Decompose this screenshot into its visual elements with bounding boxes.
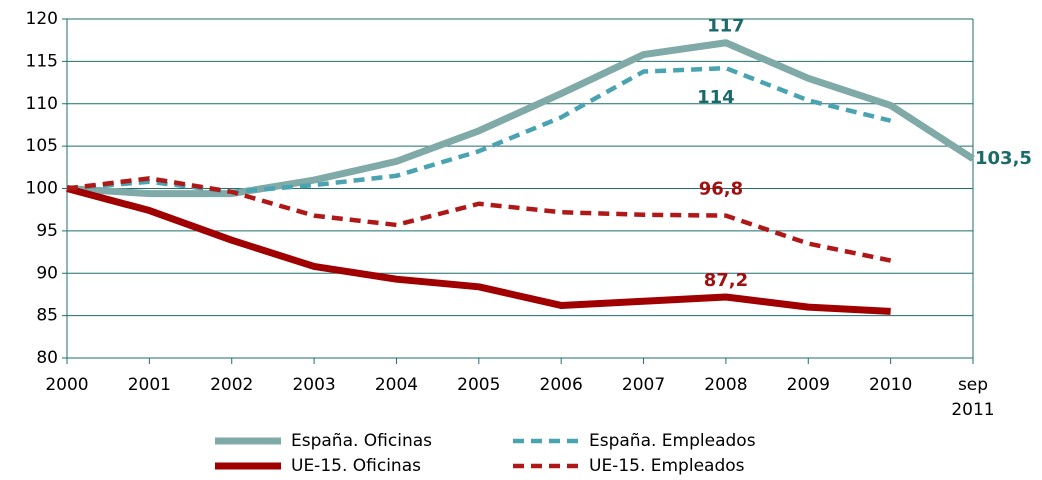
y-tick-label: 90 bbox=[36, 263, 58, 283]
y-tick-label: 80 bbox=[36, 348, 58, 368]
y-tick-label: 110 bbox=[26, 94, 58, 114]
series-line bbox=[66, 39, 975, 198]
series-line bbox=[66, 65, 892, 195]
y-tick-label: 100 bbox=[26, 179, 58, 199]
x-tick-label: 2008 bbox=[704, 375, 747, 395]
x-tick-label: 2004 bbox=[375, 375, 418, 395]
x-tick-label: 2006 bbox=[540, 375, 583, 395]
y-tick-label: 115 bbox=[26, 51, 58, 71]
value-label: 103,5 bbox=[975, 148, 1032, 169]
x-tick-label: 2005 bbox=[457, 375, 500, 395]
value-label: 114 bbox=[697, 87, 735, 108]
y-tick-label: 85 bbox=[36, 306, 58, 326]
x-tick-label: 2009 bbox=[787, 375, 830, 395]
legend-label: UE-15. Empleados bbox=[589, 456, 745, 476]
y-tick-label: 95 bbox=[36, 221, 58, 241]
value-label: 117 bbox=[707, 16, 745, 37]
series-line bbox=[66, 185, 891, 315]
x-tick-label: 2010 bbox=[869, 375, 912, 395]
y-tick-label: 120 bbox=[26, 9, 58, 29]
y-tick-label: 105 bbox=[26, 136, 58, 156]
legend-label: UE-15. Oficinas bbox=[291, 456, 421, 476]
x-tick-label: 2001 bbox=[128, 375, 171, 395]
legend-label: España. Empleados bbox=[589, 431, 756, 451]
x-tick-label: 2000 bbox=[45, 375, 88, 395]
x-tick-label: sep 2011 bbox=[951, 375, 994, 420]
x-tick-label: 2007 bbox=[622, 375, 665, 395]
value-label: 87,2 bbox=[704, 270, 748, 291]
x-tick-label: 2002 bbox=[210, 375, 253, 395]
x-tick-label: 2003 bbox=[292, 375, 335, 395]
value-label: 96,8 bbox=[699, 179, 743, 200]
series-line bbox=[66, 176, 892, 263]
legend-label: España. Oficinas bbox=[291, 431, 432, 451]
